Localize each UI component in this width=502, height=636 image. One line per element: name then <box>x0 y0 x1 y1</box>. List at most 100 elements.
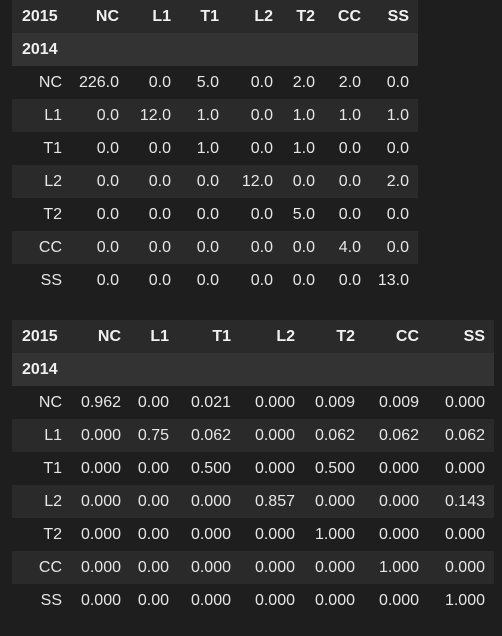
table-row: NC 0.962 0.00 0.021 0.000 0.009 0.009 0.000 <box>12 386 494 419</box>
columns-name-header: 2015 <box>12 0 72 33</box>
table-cell: 0.0 <box>282 264 324 297</box>
table-cell: 1.000 <box>304 518 364 551</box>
table-cell: 1.0 <box>282 99 324 132</box>
table-cell: 0.0 <box>370 66 418 99</box>
table-cell: 0.0 <box>370 198 418 231</box>
table-cell: 0.009 <box>304 386 364 419</box>
table-cell: 0.000 <box>428 452 494 485</box>
table-cell: 12.0 <box>228 165 282 198</box>
table-cell: 0.0 <box>228 231 282 264</box>
table-cell: 0.500 <box>304 452 364 485</box>
table-cell: 0.962 <box>72 386 130 419</box>
table-cell: 0.0 <box>180 231 228 264</box>
table-cell: 0.0 <box>72 132 128 165</box>
transition-probabilities-table: 2015 NC L1 T1 L2 T2 CC SS 2014 NC 0.962 0.… <box>12 320 494 617</box>
table-cell: 0.000 <box>364 452 428 485</box>
table-cell: 0.00 <box>130 551 178 584</box>
table-cell: 0.0 <box>180 165 228 198</box>
table-cell: 0.0 <box>72 264 128 297</box>
table-cell: 0.0 <box>228 198 282 231</box>
table-cell: 0.000 <box>240 584 304 617</box>
index-name-header: 2014 <box>12 33 72 66</box>
table-cell: 0.000 <box>240 386 304 419</box>
table-row: SS 0.000 0.00 0.000 0.000 0.000 0.000 1.000 <box>12 584 494 617</box>
table-row: T1 0.0 0.0 1.0 0.0 1.0 0.0 0.0 <box>12 132 418 165</box>
table-row: SS 0.0 0.0 0.0 0.0 0.0 0.0 13.0 <box>12 264 418 297</box>
table-row: L2 0.0 0.0 0.0 12.0 0.0 0.0 2.0 <box>12 165 418 198</box>
table-cell: 0.0 <box>228 132 282 165</box>
table-cell: 0.000 <box>178 518 240 551</box>
row-index-label: T1 <box>12 452 72 485</box>
table-cell: 0.0 <box>72 231 128 264</box>
table-cell: 0.000 <box>178 551 240 584</box>
table-cell: 0.000 <box>428 518 494 551</box>
row-index-label: T2 <box>12 198 72 231</box>
table-cell: 2.0 <box>324 66 370 99</box>
table-cell: 0.000 <box>178 485 240 518</box>
table-cell: 0.0 <box>282 231 324 264</box>
table-cell: 0.000 <box>304 551 364 584</box>
table-cell: 0.00 <box>130 452 178 485</box>
column-header-l1: L1 <box>128 0 180 33</box>
table-cell: 1.0 <box>180 99 228 132</box>
row-index-label: SS <box>12 584 72 617</box>
table-cell: 0.0 <box>128 264 180 297</box>
table-cell: 0.000 <box>72 485 130 518</box>
column-header-cc: CC <box>324 0 370 33</box>
table-row: CC 0.000 0.00 0.000 0.000 0.000 1.000 0.000 <box>12 551 494 584</box>
table-cell: 0.00 <box>130 485 178 518</box>
columns-name-header: 2015 <box>12 320 72 353</box>
column-header-t2: T2 <box>282 0 324 33</box>
table-cell: 0.0 <box>324 132 370 165</box>
table-cell: 13.0 <box>370 264 418 297</box>
table-cell: 0.0 <box>128 132 180 165</box>
table-cell: 0.000 <box>240 551 304 584</box>
table-cell: 0.0 <box>72 198 128 231</box>
table-cell: 12.0 <box>128 99 180 132</box>
table-cell: 0.000 <box>364 518 428 551</box>
row-index-label: L2 <box>12 165 72 198</box>
table-cell: 0.0 <box>282 165 324 198</box>
table-cell: 0.0 <box>72 165 128 198</box>
row-index-label: CC <box>12 231 72 264</box>
table-cell: 0.000 <box>364 485 428 518</box>
table-cell: 0.0 <box>228 66 282 99</box>
table-cell: 2.0 <box>282 66 324 99</box>
table-cell: 0.062 <box>304 419 364 452</box>
table-cell: 1.0 <box>180 132 228 165</box>
table-cell: 0.0 <box>128 198 180 231</box>
column-header-l1: L1 <box>130 320 178 353</box>
table-cell: 0.0 <box>370 231 418 264</box>
table-cell: 0.062 <box>428 419 494 452</box>
table-cell: 0.0 <box>324 165 370 198</box>
table-cell: 0.000 <box>72 551 130 584</box>
table-cell: 0.00 <box>130 386 178 419</box>
column-header-l2: L2 <box>228 0 282 33</box>
table-cell: 0.0 <box>180 198 228 231</box>
table-cell: 0.0 <box>228 99 282 132</box>
table-row: T2 0.0 0.0 0.0 0.0 5.0 0.0 0.0 <box>12 198 418 231</box>
table-cell: 0.000 <box>304 584 364 617</box>
table-cell: 0.143 <box>428 485 494 518</box>
table-cell: 0.0 <box>228 264 282 297</box>
row-index-label: L2 <box>12 485 72 518</box>
table-cell: 0.000 <box>304 485 364 518</box>
table-cell: 0.000 <box>240 419 304 452</box>
table-cell: 226.0 <box>72 66 128 99</box>
row-index-label: SS <box>12 264 72 297</box>
row-index-label: CC <box>12 551 72 584</box>
table-row: L1 0.0 12.0 1.0 0.0 1.0 1.0 1.0 <box>12 99 418 132</box>
table-cell: 0.000 <box>72 419 130 452</box>
table-cell: 0.75 <box>130 419 178 452</box>
table-cell: 0.000 <box>428 551 494 584</box>
table-cell: 0.062 <box>364 419 428 452</box>
column-header-nc: NC <box>72 0 128 33</box>
row-index-label: T1 <box>12 132 72 165</box>
table-row: L1 0.000 0.75 0.062 0.000 0.062 0.062 0.062 <box>12 419 494 452</box>
table-cell: 0.000 <box>178 584 240 617</box>
table-cell: 0.000 <box>72 518 130 551</box>
row-index-label: L1 <box>12 99 72 132</box>
table-cell: 1.000 <box>428 584 494 617</box>
column-header-t1: T1 <box>180 0 228 33</box>
table-row: CC 0.0 0.0 0.0 0.0 0.0 4.0 0.0 <box>12 231 418 264</box>
